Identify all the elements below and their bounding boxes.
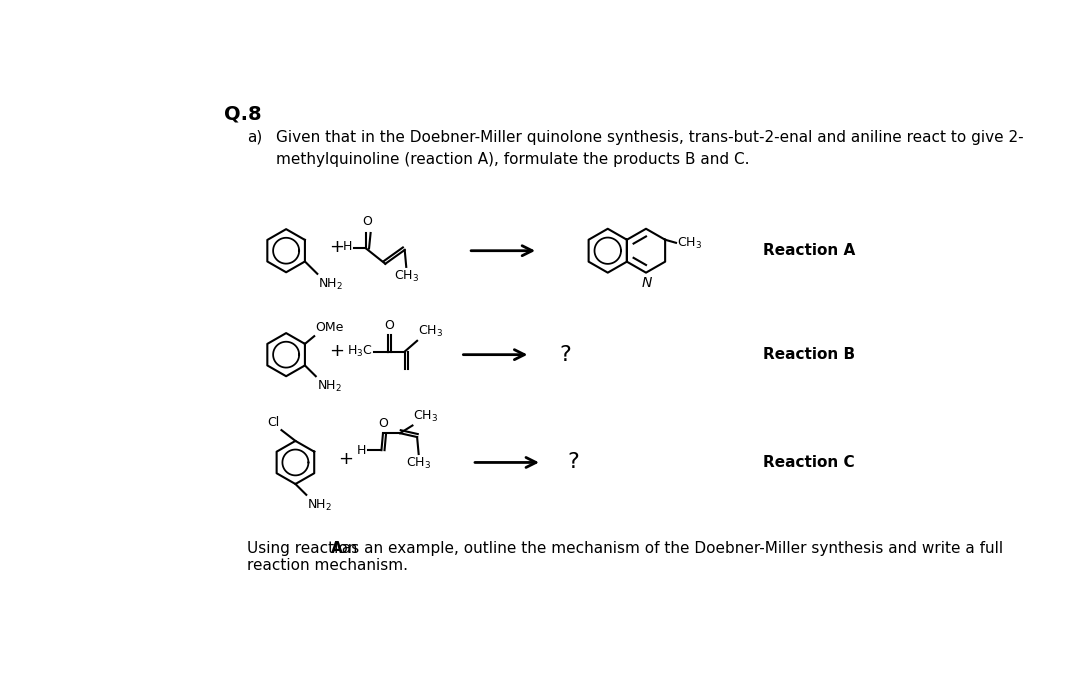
Text: Reaction A: Reaction A [762,244,855,259]
Text: O: O [384,319,394,332]
Text: +: + [329,238,345,256]
Text: Reaction C: Reaction C [762,455,854,470]
Text: Cl: Cl [268,416,280,429]
Text: H: H [342,240,352,253]
Text: ?: ? [567,452,579,473]
Text: ?: ? [559,345,571,365]
Text: CH$_3$: CH$_3$ [394,269,419,285]
Text: CH$_3$: CH$_3$ [418,324,443,339]
Text: OMe: OMe [315,321,343,334]
Text: H$_3$C: H$_3$C [347,344,373,359]
Text: A: A [332,541,342,556]
Text: NH$_2$: NH$_2$ [319,277,343,292]
Text: Using reaction: Using reaction [247,541,363,556]
Text: a): a) [247,130,262,145]
Text: CH$_3$: CH$_3$ [677,236,702,251]
Text: O: O [363,215,373,228]
Text: Q.8: Q.8 [225,105,261,123]
Text: Reaction B: Reaction B [762,347,855,362]
Text: NH$_2$: NH$_2$ [307,498,332,513]
Text: as an example, outline the mechanism of the Doebner-Miller synthesis and write a: as an example, outline the mechanism of … [337,541,1003,556]
Text: CH$_3$: CH$_3$ [414,409,438,424]
Text: H: H [356,444,366,457]
Text: reaction mechanism.: reaction mechanism. [247,558,408,573]
Text: N: N [642,276,652,290]
Text: +: + [329,342,345,360]
Text: NH$_2$: NH$_2$ [316,380,341,395]
Text: O: O [378,417,388,430]
Text: Given that in the Doebner-Miller quinolone synthesis, trans-but-2-enal and anili: Given that in the Doebner-Miller quinolo… [276,130,1024,167]
Text: +: + [338,449,353,468]
Text: CH$_3$: CH$_3$ [406,456,431,471]
